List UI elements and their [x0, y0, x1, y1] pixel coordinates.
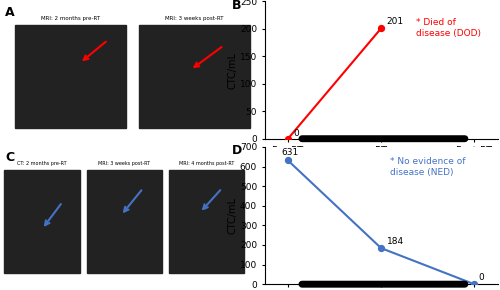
Point: [284, 158, 292, 163]
Text: A: A: [5, 6, 15, 19]
Bar: [4, 170, 80, 273]
Text: 201: 201: [386, 17, 404, 26]
Text: 184: 184: [386, 237, 404, 246]
Text: B: B: [232, 0, 241, 12]
Bar: [169, 170, 244, 273]
Text: CT: 2 months pre-RT: CT: 2 months pre-RT: [17, 161, 67, 166]
Point: [470, 282, 478, 287]
Text: * Died of
disease (DOD): * Died of disease (DOD): [416, 18, 482, 38]
Bar: [16, 25, 126, 128]
Text: 0: 0: [478, 273, 484, 282]
Text: C: C: [5, 151, 14, 164]
Bar: [86, 170, 162, 273]
Text: D: D: [232, 144, 242, 157]
Text: MRI: 3 weeks post-RT: MRI: 3 weeks post-RT: [165, 16, 224, 21]
Text: MRI: 4 months post-RT: MRI: 4 months post-RT: [179, 161, 234, 166]
Text: MRI: 3 weeks post-RT: MRI: 3 weeks post-RT: [98, 161, 150, 166]
Y-axis label: CTC/mL: CTC/mL: [227, 197, 237, 234]
Y-axis label: CTC/mL: CTC/mL: [227, 52, 237, 88]
Point: [284, 136, 292, 141]
Point: [377, 246, 385, 251]
Text: 631: 631: [281, 148, 298, 157]
Bar: [139, 25, 250, 128]
Text: * No evidence of
disease (NED): * No evidence of disease (NED): [390, 157, 466, 177]
Point: [377, 26, 385, 31]
Text: 0: 0: [294, 129, 300, 138]
Text: MRI: 2 months pre-RT: MRI: 2 months pre-RT: [41, 16, 100, 21]
